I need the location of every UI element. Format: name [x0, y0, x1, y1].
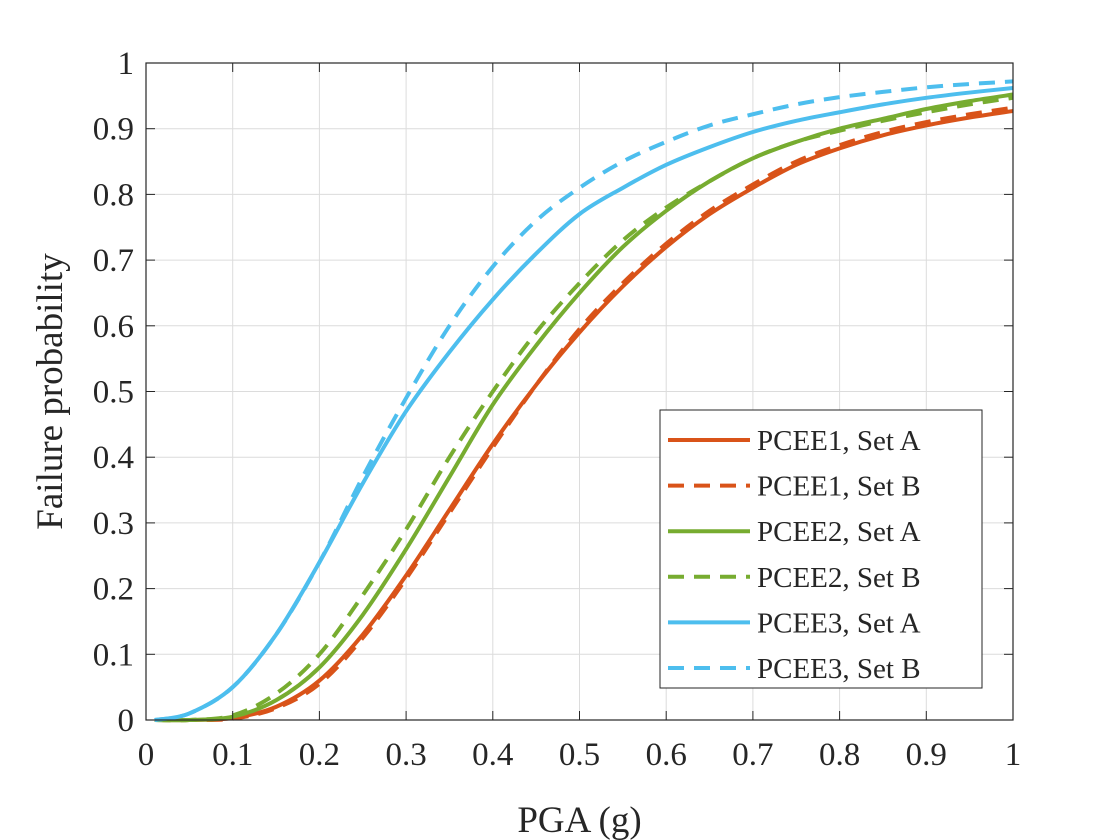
legend-label-6: PCEE3, Set B	[757, 653, 921, 685]
axis-ticks	[145, 62, 1014, 721]
x-tick-label: 0.4	[472, 737, 513, 773]
x-tick-label: 0.5	[559, 737, 600, 773]
y-tick-label: 0.3	[93, 506, 134, 542]
series-line-5	[154, 85, 1014, 722]
legend: PCEE1, Set A PCEE1, Set B PCEE2, Set A PCEE…	[659, 409, 983, 689]
y-tick-label: 0.4	[93, 440, 134, 476]
series-line-4	[154, 95, 1014, 723]
x-tick-label: 0.7	[732, 737, 773, 773]
y-axis-label: Failure probability	[30, 253, 71, 530]
y-tick-label: 0.5	[93, 375, 134, 411]
x-tick-label: 0.3	[385, 737, 426, 773]
y-tick-label: 0.2	[93, 572, 134, 608]
y-tick-labels: 0 0.1 0.2 0.3 0.4 0.5 0.6 0.7 0.8 0.9 1	[93, 46, 134, 739]
x-tick-label: 0.2	[299, 737, 340, 773]
legend-label-5: PCEE3, Set A	[757, 607, 921, 639]
y-tick-label: 0.1	[93, 637, 134, 673]
legend-label-3: PCEE2, Set A	[757, 516, 921, 548]
x-tick-label: 0.8	[819, 737, 860, 773]
y-tick-label: 0.9	[93, 112, 134, 148]
x-tick-label: 0	[138, 737, 155, 773]
legend-box	[659, 409, 983, 689]
y-tick-label: 0.6	[93, 309, 134, 345]
x-tick-label: 0.6	[646, 737, 687, 773]
legend-label-4: PCEE2, Set B	[757, 562, 921, 594]
x-tick-labels: 0 0.1 0.2 0.3 0.4 0.5 0.6 0.7 0.8 0.9 1	[138, 737, 1022, 773]
series-line-2	[154, 105, 1014, 723]
legend-label-2: PCEE1, Set B	[757, 471, 921, 503]
x-tick-label: 1	[1005, 737, 1022, 773]
series-lines	[154, 79, 1014, 723]
legend-label-1: PCEE1, Set A	[757, 425, 921, 457]
x-tick-label: 0.9	[906, 737, 947, 773]
y-tick-label: 0	[118, 703, 135, 739]
y-tick-label: 1	[118, 46, 135, 82]
y-tick-label: 0.7	[93, 243, 134, 279]
x-tick-label: 0.1	[212, 737, 253, 773]
x-axis-label: PGA (g)	[517, 800, 641, 840]
series-line-6	[154, 79, 1014, 722]
y-tick-label: 0.8	[93, 177, 134, 213]
